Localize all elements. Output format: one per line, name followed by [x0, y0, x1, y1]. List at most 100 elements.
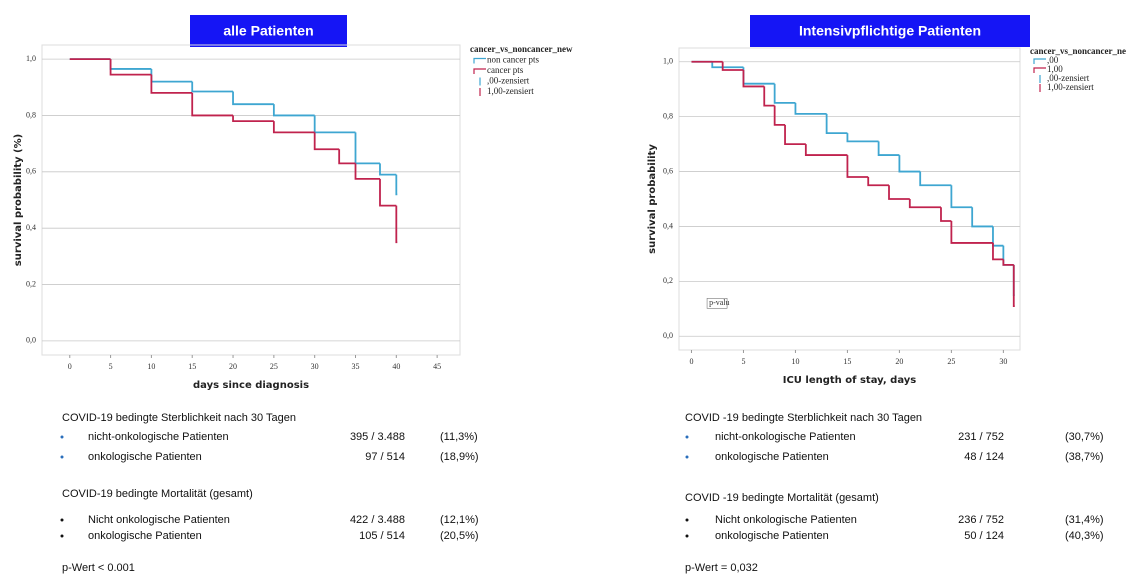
header-box — [190, 15, 347, 47]
survival-step — [150, 74, 193, 94]
header-box — [750, 15, 1030, 47]
survival-step — [109, 59, 152, 76]
survival-step — [971, 207, 993, 228]
survival-step — [763, 86, 775, 107]
survival-step — [232, 115, 274, 122]
survival-step — [338, 149, 356, 165]
survival-step — [721, 61, 744, 71]
stats-title: COVID-19 bedingte Sterblichkeit nach 30 … — [62, 412, 296, 424]
survival-step — [773, 83, 796, 104]
survival-step — [950, 185, 973, 209]
survival-step — [272, 104, 315, 117]
stats-title: COVID -19 bedingte Sterblichkeit nach 30… — [685, 412, 922, 424]
survival-step — [150, 68, 193, 83]
bullet — [685, 455, 689, 459]
y-tick-label: 0,2 — [663, 276, 673, 285]
survival-step — [919, 171, 952, 187]
bullet — [685, 435, 689, 439]
survival-step — [354, 132, 380, 165]
x-tick-label: 20 — [229, 362, 237, 371]
header-title: alle Patienten — [223, 23, 313, 39]
survival-step — [191, 81, 234, 93]
bullet — [685, 518, 689, 522]
x-tick-label: 20 — [895, 357, 903, 366]
bullet — [685, 534, 689, 538]
x-tick-label: 0 — [689, 357, 693, 366]
plot-frame — [678, 47, 1021, 351]
survival-step — [898, 155, 921, 173]
survival-step — [395, 174, 398, 196]
x-tick-label: 25 — [270, 362, 278, 371]
x-tick-label: 5 — [109, 362, 113, 371]
y-tick-label: 0,2 — [26, 279, 36, 288]
legend-label: non cancer pts — [487, 55, 539, 65]
x-tick-label: 5 — [741, 357, 745, 366]
row-percent: (20,5%) — [440, 530, 479, 542]
survival-step — [846, 155, 869, 178]
bullet — [60, 455, 64, 459]
row-label: onkologische Patienten — [88, 451, 202, 463]
bullet — [60, 518, 64, 522]
x-tick-label: 35 — [352, 362, 360, 371]
x-tick-label: 25 — [947, 357, 955, 366]
x-tick-label: 30 — [311, 362, 319, 371]
survival-step — [742, 69, 765, 88]
survival-step — [908, 199, 941, 209]
survival-step — [1012, 264, 1015, 307]
x-tick-label: 15 — [843, 357, 851, 366]
survival-step — [272, 121, 315, 134]
legend-title: cancer_vs_noncancer_new — [470, 44, 573, 54]
row-percent: (18,9%) — [440, 451, 479, 463]
legend-label: cancer pts — [487, 65, 524, 75]
survival-step — [232, 91, 274, 106]
row-label: onkologische Patienten — [88, 530, 202, 542]
survival-step — [395, 205, 398, 244]
survival-step — [191, 92, 234, 117]
p-value: p-Wert < 0.001 — [62, 562, 135, 574]
legend-label: 1,00-zensiert — [487, 86, 534, 96]
row-count: 395 / 3.488 — [350, 431, 405, 443]
y-tick-label: 0,0 — [663, 331, 673, 340]
survival-step — [313, 132, 340, 151]
row-label: onkologische Patienten — [715, 451, 829, 463]
row-count: 105 / 514 — [359, 530, 405, 542]
x-axis-title: ICU length of stay, days — [783, 375, 917, 386]
y-tick-label: 0,8 — [663, 111, 673, 120]
row-percent: (12,1%) — [440, 514, 479, 526]
row-percent: (11,3%) — [440, 431, 478, 443]
row-percent: (40,3%) — [1065, 530, 1104, 542]
legend-label: ,00-zensiert — [1047, 73, 1090, 83]
row-percent: (31,4%) — [1065, 514, 1104, 526]
y-tick-label: 1,0 — [663, 57, 673, 66]
y-axis-title: survival probability — [647, 144, 658, 254]
survival-step — [379, 178, 397, 207]
x-tick-label: 30 — [999, 357, 1007, 366]
survival-step — [888, 185, 910, 200]
row-label: onkologische Patienten — [715, 530, 829, 542]
row-percent: (38,7%) — [1065, 451, 1104, 463]
legend-label: ,00 — [1047, 55, 1059, 65]
annotation-box — [706, 298, 728, 309]
stats-title: COVID -19 bedingte Mortalität (gesamt) — [685, 492, 879, 504]
y-axis-title: survival probability (%) — [13, 134, 24, 266]
stats-title: COVID-19 bedingte Mortalität (gesamt) — [62, 488, 253, 500]
bullet — [60, 534, 64, 538]
row-label: nicht-onkologische Patienten — [715, 431, 856, 443]
survival-step — [711, 61, 744, 69]
survival-step — [950, 220, 993, 244]
survival-step — [794, 102, 827, 115]
survival-step — [804, 144, 848, 156]
x-tick-label: 0 — [68, 362, 72, 371]
row-count: 422 / 3.488 — [350, 514, 405, 526]
legend-label: 1,00-zensiert — [1047, 82, 1094, 92]
survival-step — [313, 115, 356, 134]
bullet — [60, 435, 64, 439]
survival-step — [742, 67, 775, 85]
survival-step — [784, 124, 806, 145]
row-label: Nicht onkologische Patienten — [715, 514, 857, 526]
y-tick-label: 0,4 — [26, 223, 36, 232]
legend-swatch — [473, 68, 486, 74]
row-count: 231 / 752 — [958, 431, 1004, 443]
survival-step — [773, 105, 786, 126]
